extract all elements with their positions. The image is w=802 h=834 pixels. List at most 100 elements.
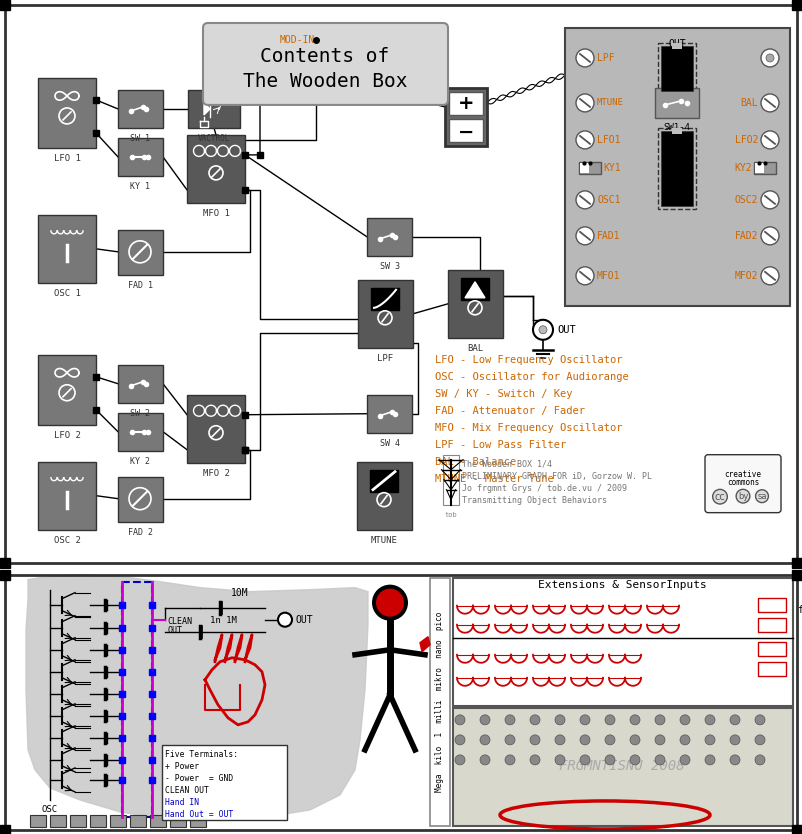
Circle shape [655, 735, 665, 745]
Text: by: by [738, 492, 748, 500]
Circle shape [576, 49, 594, 67]
Bar [758, 598, 786, 611]
Bar [118, 138, 163, 176]
Circle shape [680, 755, 690, 765]
Bar [579, 162, 601, 173]
Text: OSC 1: OSC 1 [54, 289, 80, 298]
Bar [118, 90, 163, 128]
Text: SW1-4: SW1-4 [663, 123, 691, 132]
Circle shape [761, 94, 779, 112]
Bar [370, 470, 398, 492]
Circle shape [761, 49, 779, 67]
Text: OSC - Oscillator for Audiorange: OSC - Oscillator for Audiorange [435, 372, 629, 382]
Text: KY 1: KY 1 [131, 182, 151, 191]
Polygon shape [420, 636, 430, 651]
Circle shape [655, 755, 665, 765]
Bar [110, 815, 126, 827]
Text: −: − [458, 123, 474, 142]
Text: FRGMNTISNU 2008: FRGMNTISNU 2008 [559, 759, 685, 773]
Bar [658, 43, 696, 94]
Bar [187, 135, 245, 203]
Bar [38, 215, 96, 283]
Circle shape [576, 191, 594, 208]
Circle shape [580, 755, 590, 765]
Circle shape [530, 755, 540, 765]
Circle shape [576, 131, 594, 149]
Text: OSC 2: OSC 2 [54, 535, 80, 545]
Bar [758, 618, 786, 631]
Text: CLEAN OUT: CLEAN OUT [165, 786, 209, 795]
Text: LPF: LPF [378, 354, 394, 363]
Text: MFO - Mix Frequency Oscillator: MFO - Mix Frequency Oscillator [435, 423, 622, 433]
Bar [150, 815, 166, 827]
Text: - Power  = GND: - Power = GND [165, 774, 233, 783]
Circle shape [655, 715, 665, 725]
Text: KY 2: KY 2 [131, 457, 151, 465]
Text: LFO - Low Frequency Oscillator: LFO - Low Frequency Oscillator [435, 354, 622, 364]
Text: Jo frgmnt Grys / tob.de.vu / 2009: Jo frgmnt Grys / tob.de.vu / 2009 [462, 484, 627, 493]
Circle shape [630, 735, 640, 745]
Circle shape [605, 735, 615, 745]
Text: MTUNE: MTUNE [371, 535, 398, 545]
Bar [358, 280, 413, 348]
Circle shape [755, 755, 765, 765]
Circle shape [372, 585, 408, 620]
Polygon shape [204, 103, 210, 115]
FancyBboxPatch shape [203, 23, 448, 105]
Bar [661, 46, 693, 91]
Bar [38, 354, 96, 425]
Bar [118, 477, 163, 521]
Circle shape [376, 589, 404, 616]
Bar [38, 462, 96, 530]
Bar [0, 825, 10, 834]
Bar [792, 0, 802, 10]
Text: KY2: KY2 [735, 163, 752, 173]
Circle shape [576, 227, 594, 245]
Circle shape [555, 715, 565, 725]
Bar [0, 570, 10, 580]
Bar [453, 708, 793, 826]
Circle shape [530, 715, 540, 725]
Circle shape [455, 755, 465, 765]
Bar [170, 815, 186, 827]
Text: OSC2: OSC2 [735, 195, 758, 205]
Text: FAD1: FAD1 [597, 231, 621, 241]
Text: MTUNE - Master Tune: MTUNE - Master Tune [435, 474, 553, 484]
Text: PRELIMINARY GRAPH FOR iD, Gorzow W. PL: PRELIMINARY GRAPH FOR iD, Gorzow W. PL [462, 472, 652, 480]
Bar [188, 90, 240, 128]
Bar [190, 815, 206, 827]
Text: MOD-IN: MOD-IN [280, 35, 315, 45]
Circle shape [533, 319, 553, 339]
Bar [754, 162, 776, 173]
Bar [130, 815, 146, 827]
Bar [122, 581, 152, 817]
Text: SW 1: SW 1 [131, 134, 151, 143]
Text: LFO 1: LFO 1 [54, 154, 80, 163]
Circle shape [480, 715, 490, 725]
Circle shape [705, 715, 715, 725]
Bar [50, 815, 66, 827]
Text: 1n 1M: 1n 1M [210, 615, 237, 625]
Circle shape [755, 715, 765, 725]
Circle shape [730, 715, 740, 725]
Bar [449, 119, 483, 142]
Bar [0, 558, 10, 568]
Bar [430, 578, 450, 826]
Bar [0, 0, 10, 10]
Bar [792, 825, 802, 834]
Bar [38, 78, 96, 148]
Circle shape [480, 735, 490, 745]
Circle shape [705, 755, 715, 765]
Text: OUT: OUT [557, 324, 576, 334]
Text: BAL: BAL [468, 344, 484, 353]
Text: OSC: OSC [42, 805, 58, 814]
Text: Contents of: Contents of [261, 48, 390, 67]
Text: 10M: 10M [231, 588, 249, 598]
Circle shape [505, 715, 515, 725]
Bar [30, 815, 46, 827]
Circle shape [455, 735, 465, 745]
Text: Hand IN: Hand IN [165, 798, 199, 807]
Circle shape [761, 131, 779, 149]
Text: Extensions & SensorInputs: Extensions & SensorInputs [537, 580, 707, 590]
Bar [367, 394, 412, 433]
